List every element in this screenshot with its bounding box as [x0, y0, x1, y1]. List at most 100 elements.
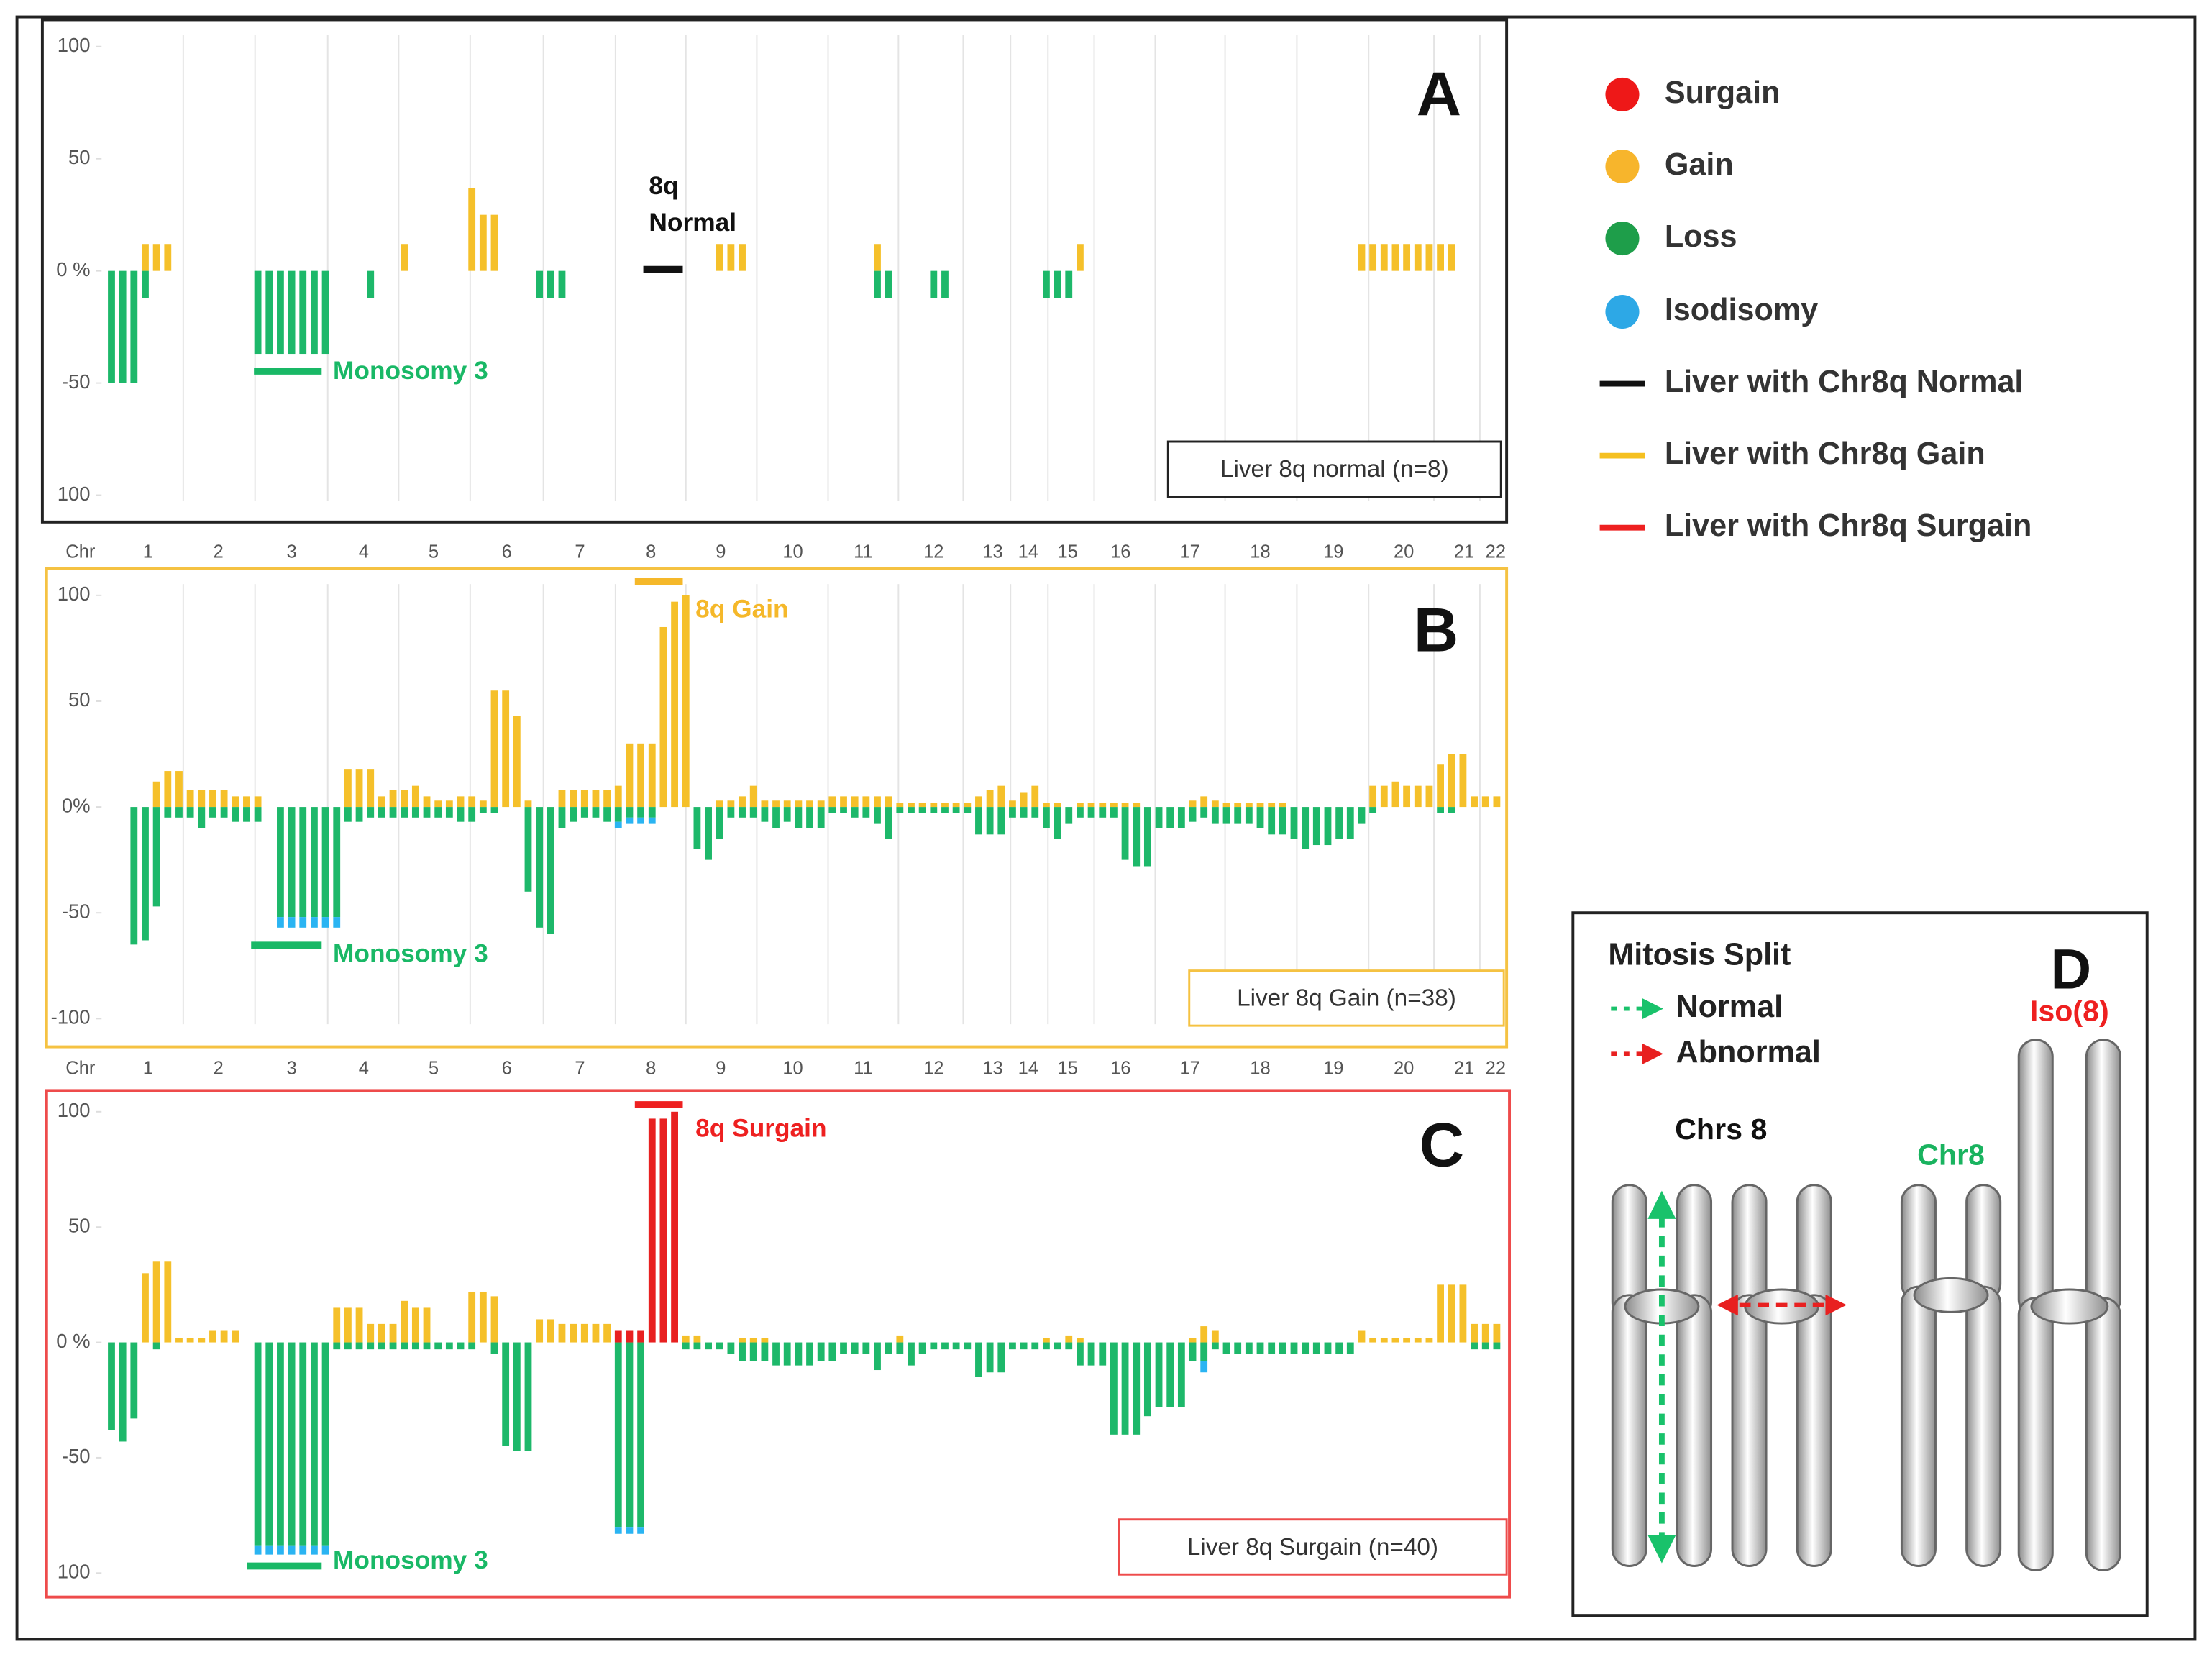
x-tick-label: 6 — [502, 542, 512, 562]
panel-label: Liver 8q Gain (n=38) — [1237, 985, 1456, 1012]
bar — [918, 1342, 926, 1354]
panel-label-box — [1118, 1518, 1508, 1576]
bar — [1200, 1326, 1208, 1343]
bar — [874, 270, 881, 298]
y-tick-label: 50 — [68, 146, 91, 168]
bar — [1425, 1338, 1433, 1343]
x-tick-label: 9 — [716, 542, 726, 562]
bar — [941, 270, 949, 298]
x-tick-label: 11 — [854, 1059, 872, 1079]
bar — [1391, 781, 1399, 808]
bar — [445, 807, 453, 818]
bar — [130, 807, 138, 945]
bar — [1302, 807, 1310, 849]
bar — [479, 800, 487, 808]
bar — [1200, 796, 1208, 808]
bar — [761, 807, 769, 822]
bar — [749, 1342, 757, 1361]
legend-label: Liver with Chr8q Normal — [1665, 365, 2024, 399]
bar — [333, 1307, 341, 1343]
bar — [1077, 244, 1084, 271]
x-tick-label: 21 — [1454, 1059, 1474, 1079]
bar — [885, 796, 892, 808]
bar — [232, 807, 239, 822]
bar — [209, 807, 216, 818]
bar — [1143, 807, 1151, 867]
bar — [311, 807, 318, 918]
bar — [321, 270, 329, 355]
chromatid — [2017, 1297, 2054, 1571]
bar — [547, 807, 554, 934]
bar — [1279, 1342, 1286, 1354]
bar — [614, 1330, 622, 1343]
bar — [1009, 800, 1016, 808]
annotation: Monosomy 3 — [333, 357, 488, 385]
bar — [367, 769, 375, 808]
bar — [411, 1307, 419, 1343]
y-tick-label: 100 — [58, 1099, 91, 1121]
bar — [1471, 1323, 1478, 1343]
bar — [344, 807, 352, 822]
bar — [1448, 807, 1455, 813]
y-tick-label: -50 — [62, 1445, 91, 1467]
bar — [637, 1330, 645, 1343]
bar — [986, 790, 994, 808]
bar — [378, 796, 385, 808]
bar — [468, 796, 476, 808]
bar — [727, 1342, 735, 1354]
bar — [288, 1545, 296, 1555]
bar — [198, 807, 206, 828]
bar — [152, 244, 160, 271]
bar — [580, 807, 588, 818]
bar — [1121, 1342, 1129, 1435]
bar — [1268, 807, 1276, 835]
legend-marker — [1605, 77, 1640, 111]
bar — [1099, 1342, 1107, 1366]
bar — [693, 807, 701, 849]
bar — [896, 1342, 904, 1354]
bar — [333, 807, 341, 918]
chromatid — [1965, 1285, 2002, 1567]
bar — [570, 807, 577, 822]
bar — [761, 1338, 769, 1343]
bar — [716, 244, 723, 271]
x-tick-label: 3 — [286, 1059, 296, 1079]
x-tick-label: 4 — [359, 1059, 369, 1079]
bar — [1065, 807, 1073, 824]
bar — [468, 807, 476, 822]
bar — [209, 790, 216, 808]
x-tick-label: 16 — [1110, 1059, 1130, 1079]
bar — [1211, 1342, 1219, 1350]
bar — [1268, 1342, 1276, 1354]
bar — [1043, 1342, 1050, 1350]
legend-label: Liver with Chr8q Gain — [1665, 437, 1985, 471]
bar — [637, 1342, 645, 1528]
x-tick-label: 19 — [1323, 542, 1343, 562]
bar — [1245, 1342, 1253, 1354]
bar — [1335, 807, 1343, 839]
bar — [626, 1527, 634, 1534]
y-tick-label: 0 % — [56, 1330, 90, 1352]
x-axis-label: Chr — [65, 542, 96, 562]
bar — [614, 807, 622, 822]
bar — [1200, 807, 1208, 818]
bar — [130, 270, 138, 383]
bar — [389, 807, 397, 818]
bar — [930, 807, 938, 813]
chromatid — [1611, 1294, 1647, 1567]
bar — [840, 796, 847, 808]
bar — [716, 800, 723, 808]
bar — [1346, 1342, 1354, 1354]
x-tick-label: 8 — [646, 1059, 656, 1079]
bar — [1358, 1330, 1366, 1343]
x-tick-label: 18 — [1250, 542, 1270, 562]
bar — [761, 800, 769, 808]
bar — [198, 790, 206, 808]
bar — [1369, 807, 1377, 813]
bar — [1256, 803, 1264, 808]
bar — [637, 1527, 645, 1534]
bar — [108, 1342, 115, 1430]
bar — [1099, 803, 1107, 808]
bar — [401, 790, 408, 808]
